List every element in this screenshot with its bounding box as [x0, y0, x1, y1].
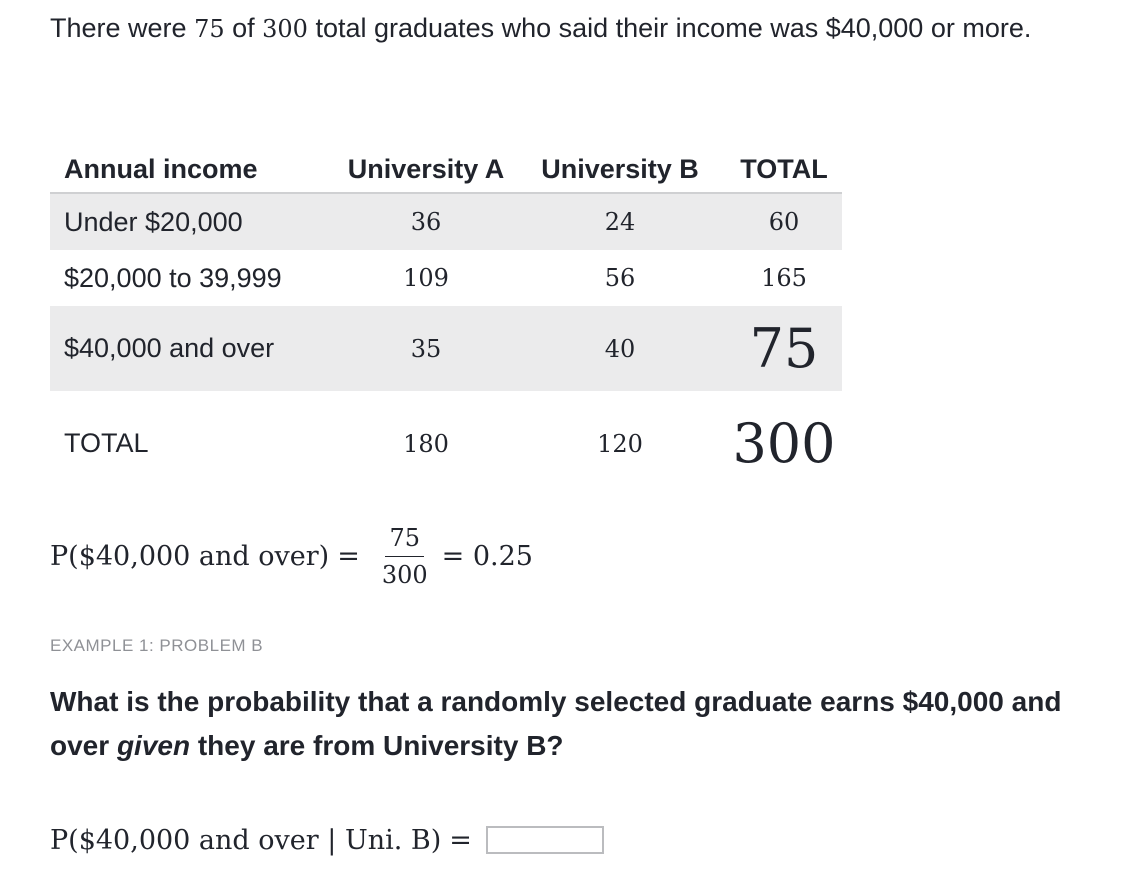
answer-input[interactable] — [485, 826, 604, 854]
intro-text: There were 75 of 300 total graduates who… — [50, 6, 1070, 51]
question-before: What is the probability that a randomly … — [50, 686, 1062, 761]
intro-total: 300 — [262, 15, 308, 43]
answer-formula: P($40,000 and over | Uni. B) = — [50, 818, 604, 862]
income-table: Annual income University A University B … — [50, 146, 842, 496]
cell-university-b: 120 — [597, 429, 643, 458]
header-university-a: University A — [338, 146, 514, 194]
answer-formula-lhs: P($40,000 and over | Uni. B) — [50, 824, 442, 856]
cell-total: 60 — [726, 193, 842, 250]
header-total: TOTAL — [726, 146, 842, 194]
cell-university-b: 24 — [514, 193, 726, 250]
cell-university-b: 56 — [604, 264, 636, 292]
probability-formula: P($40,000 and over) = 75 300 = 0.25 — [50, 516, 533, 596]
header-university-b: University B — [514, 146, 726, 194]
formula-lhs: P($40,000 and over) — [50, 540, 330, 572]
table-row: Under $20,000 36 24 60 — [50, 193, 842, 250]
fraction-denominator: 300 — [381, 560, 428, 589]
row-label: $20,000 to 39,999 — [64, 262, 282, 293]
formula-equals: = — [337, 540, 360, 572]
example-label: EXAMPLE 1: PROBLEM B — [50, 636, 264, 655]
header-annual-income: Annual income — [50, 146, 338, 194]
table-row: TOTAL 180 120 300 — [50, 391, 842, 496]
cell-university-a: 180 — [403, 429, 449, 458]
row-label: Under $20,000 — [50, 193, 338, 250]
cell-university-a: 109 — [403, 264, 449, 292]
cell-total-highlighted: 75 — [726, 306, 842, 391]
fraction: 75 300 — [378, 524, 432, 589]
question-emphasis: given — [116, 730, 191, 761]
fraction-numerator: 75 — [385, 524, 425, 557]
cell-university-b: 40 — [514, 306, 726, 391]
cell-total: 165 — [761, 264, 807, 292]
intro-count: 75 — [194, 15, 225, 43]
question-after: they are from University B? — [190, 730, 564, 761]
table-row: $40,000 and over 35 40 75 — [50, 306, 842, 391]
cell-grand-total-highlighted: 300 — [732, 412, 836, 475]
table-row: $20,000 to 39,999 109 56 165 — [50, 250, 842, 306]
intro-after: total graduates who said their income wa… — [307, 13, 1032, 43]
answer-formula-equals: = — [449, 824, 472, 856]
row-label: $40,000 and over — [50, 306, 338, 391]
cell-university-a: 36 — [338, 193, 514, 250]
question-text: What is the probability that a randomly … — [50, 680, 1090, 768]
row-label: TOTAL — [64, 428, 149, 458]
table-header-row: Annual income University A University B … — [50, 146, 842, 194]
intro-before: There were — [50, 13, 195, 43]
intro-middle: of — [224, 13, 263, 43]
cell-university-a: 35 — [338, 306, 514, 391]
formula-result: = 0.25 — [441, 540, 533, 572]
